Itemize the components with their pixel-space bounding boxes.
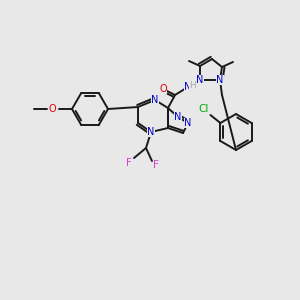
Text: N: N bbox=[151, 95, 159, 105]
Text: H: H bbox=[190, 80, 196, 89]
Text: N: N bbox=[147, 127, 155, 137]
Text: F: F bbox=[126, 158, 132, 168]
Text: N: N bbox=[216, 75, 224, 85]
Text: F: F bbox=[153, 160, 159, 170]
Text: N: N bbox=[184, 118, 192, 128]
Text: O: O bbox=[48, 104, 56, 114]
Text: Cl: Cl bbox=[198, 104, 208, 114]
Text: N: N bbox=[174, 112, 182, 122]
Text: N: N bbox=[184, 82, 192, 92]
Text: N: N bbox=[196, 75, 204, 85]
Text: O: O bbox=[159, 84, 167, 94]
